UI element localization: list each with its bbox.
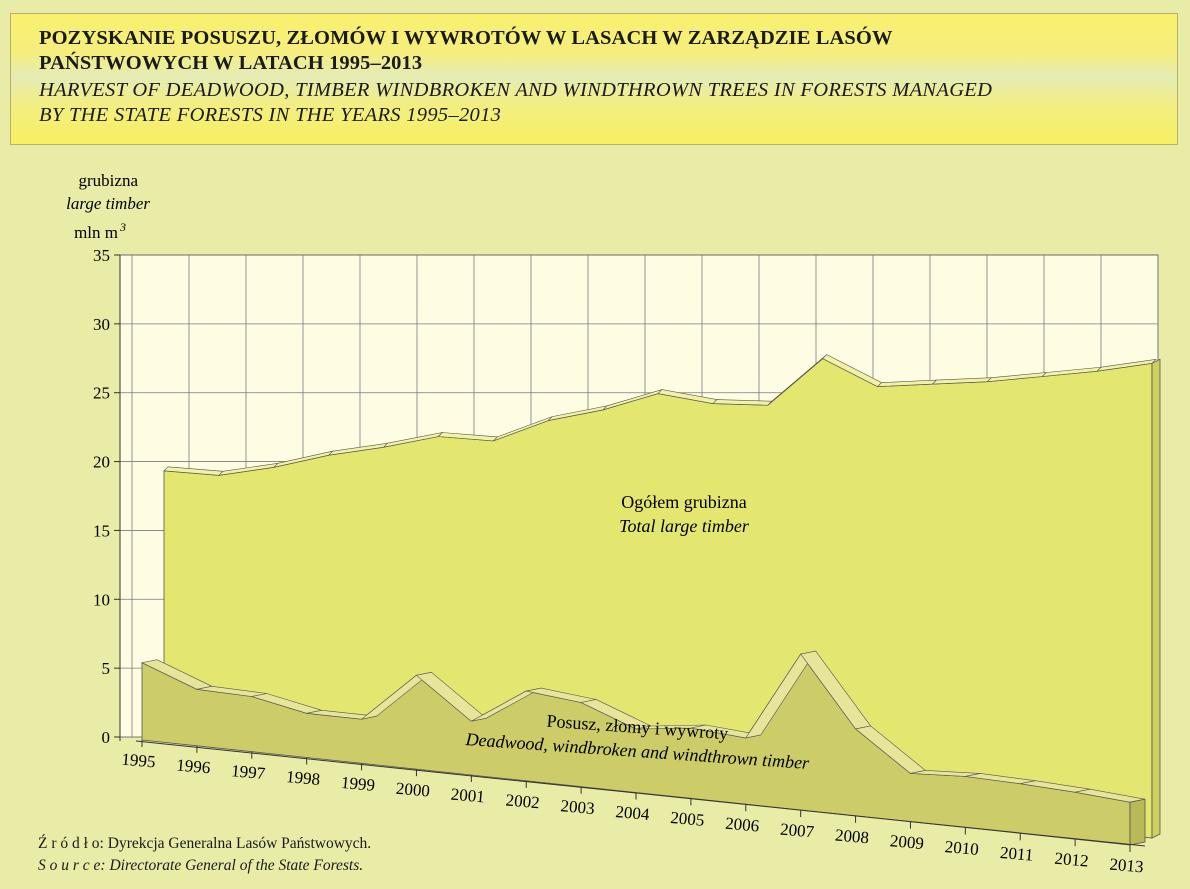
title-en-line-2: BY THE STATE FORESTS IN THE YEARS 1995–2…: [39, 104, 502, 126]
x-tick-label: 1995: [121, 750, 157, 772]
source-text-polish: Dyrekcja Generalna Lasów Państwowych.: [107, 835, 372, 852]
series-total-label-polish: Ogółem grubizna: [621, 492, 746, 512]
x-tick-label: 2011: [999, 843, 1034, 865]
x-tick-label: 2009: [889, 831, 925, 853]
y-tick-label: 20: [93, 453, 110, 472]
x-tick-label: 1998: [285, 767, 321, 789]
y-tick-label: 25: [93, 384, 110, 403]
source-text-english: Directorate General of the State Forests…: [109, 857, 364, 874]
y-tick-label: 10: [93, 590, 110, 609]
y-tick-label: 30: [93, 315, 110, 334]
source-label-english: S o u r c e:: [38, 857, 106, 874]
x-tick-label: 2007: [779, 820, 815, 842]
x-tick-label: 2010: [944, 837, 980, 859]
x-tick-label: 2012: [1054, 849, 1090, 871]
x-tick-label: 2002: [505, 790, 541, 812]
y-axis-unit-superscript: 3: [119, 220, 126, 234]
chart-title-english: HARVEST OF DEADWOOD, TIMBER WINDBROKEN A…: [39, 78, 1169, 128]
x-tick-label: 2001: [450, 785, 486, 807]
x-tick-label: 2006: [724, 814, 760, 836]
area-total-end-face: [1151, 358, 1161, 839]
series-total-label-english: Total large timber: [619, 516, 750, 536]
y-tick-label: 35: [93, 246, 110, 265]
title-pl-line-1: POZYSKANIE POSUSZU, ZŁOMÓW I WYWROTÓW W …: [39, 27, 893, 49]
x-tick-label: 1997: [230, 761, 266, 783]
x-tick-label: 2003: [560, 796, 596, 818]
title-pl-line-2: PAŃSTWOWYCH W LATACH 1995–2013: [39, 52, 423, 74]
y-axis-label-english: large timber: [66, 194, 150, 213]
x-tick-label: 1999: [340, 773, 376, 795]
x-tick-label: 2005: [670, 808, 706, 830]
series-deadwood: [141, 650, 1146, 846]
title-en-line-1: HARVEST OF DEADWOOD, TIMBER WINDBROKEN A…: [39, 79, 993, 101]
area-deadwood-end-face: [1129, 798, 1146, 846]
x-tick-label: 2008: [834, 825, 870, 847]
title-box: POZYSKANIE POSUSZU, ZŁOMÓW I WYWROTÓW W …: [10, 13, 1178, 145]
y-tick-label: 15: [93, 521, 110, 540]
y-axis-label-polish: grubizna: [79, 171, 139, 190]
y-tick-label: 0: [102, 728, 111, 747]
chart-title-polish: POZYSKANIE POSUSZU, ZŁOMÓW I WYWROTÓW W …: [39, 26, 1149, 76]
x-tick-label: 2000: [395, 779, 431, 801]
area-total-top-segment: [1096, 358, 1157, 372]
axes: 0 5 10 15 20 25 30 35 1995 1996 1997 1998 1999 2000 20…: [93, 246, 1146, 877]
y-tick-label: 5: [102, 659, 111, 678]
source-label-polish: Ź r ó d ł o:: [38, 835, 104, 852]
x-tick-label: 2004: [615, 802, 651, 824]
x-tick-label: 2013: [1109, 855, 1145, 877]
x-tick-label: 1996: [176, 755, 212, 777]
y-axis-unit-text: mln m: [74, 223, 118, 242]
x-axis-line: [135, 740, 1146, 847]
source-english: S o u r c e: Directorate General of the …: [38, 857, 363, 875]
source-polish: Ź r ó d ł o: Dyrekcja Generalna Lasów Pa…: [38, 835, 371, 853]
